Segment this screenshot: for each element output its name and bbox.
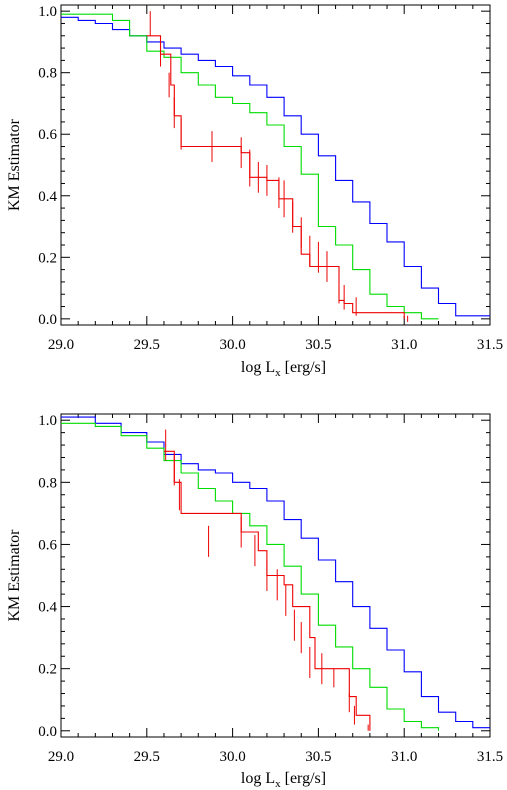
y-tick-label: 0.2 bbox=[38, 250, 57, 266]
y-tick-label: 0.6 bbox=[38, 537, 57, 553]
y-tick-label: 1.0 bbox=[38, 413, 57, 429]
y-tick-label: 0.4 bbox=[38, 600, 57, 616]
chart-panel-top: 29.0 29.5 30.0 30.5 31.0 31.5 0.0 0.2 0.4 0.6 0.8 1… bbox=[6, 4, 503, 379]
y-tick-label: 0.4 bbox=[38, 189, 57, 205]
y-tick-label: 0.8 bbox=[38, 66, 57, 82]
x-tick-label: 30.5 bbox=[305, 337, 331, 353]
x-tick-label: 30.0 bbox=[219, 749, 245, 765]
x-axis-title: log Lx [erg/s] bbox=[241, 770, 326, 790]
x-axis-title-main: log L bbox=[241, 770, 275, 787]
x-tick-label: 29.5 bbox=[134, 749, 160, 765]
y-tick-label: 0.2 bbox=[38, 662, 57, 678]
x-axis-title-main: log L bbox=[241, 359, 275, 376]
x-axis-title-subscript: x bbox=[275, 778, 281, 790]
chart-panel-bottom: 29.0 29.5 30.0 30.5 31.0 31.5 0.0 0.2 0.4 0.6 0.8 1… bbox=[6, 413, 503, 790]
x-tick-label: 31.5 bbox=[477, 749, 503, 765]
x-axis-title: log Lx [erg/s] bbox=[241, 359, 326, 379]
series-line-2 bbox=[146, 35, 405, 319]
x-axis-title-subscript: x bbox=[275, 367, 281, 379]
y-tick-label: 1.0 bbox=[38, 4, 57, 20]
plot-frame bbox=[60, 4, 491, 326]
y-tick-label: 0.0 bbox=[38, 724, 57, 740]
y-tick-label: 0.0 bbox=[38, 312, 57, 328]
x-tick-label: 31.0 bbox=[391, 749, 417, 765]
x-tick-label: 30.5 bbox=[305, 749, 331, 765]
y-tick-label: 0.6 bbox=[38, 127, 57, 143]
series-line-0 bbox=[61, 16, 490, 317]
x-tick-label: 29.5 bbox=[134, 337, 160, 353]
y-axis-title: KM Estimator bbox=[6, 118, 23, 211]
y-tick-label: 0.8 bbox=[38, 475, 57, 491]
x-tick-label: 31.5 bbox=[477, 337, 503, 353]
y-axis-title: KM Estimator bbox=[6, 529, 23, 622]
series-line-2 bbox=[164, 450, 371, 731]
plot-frame bbox=[60, 413, 491, 738]
series-line-1 bbox=[61, 13, 439, 320]
x-tick-label: 30.0 bbox=[219, 337, 245, 353]
x-tick-label: 29.0 bbox=[48, 337, 74, 353]
x-tick-label: 29.0 bbox=[48, 749, 74, 765]
x-tick-label: 31.0 bbox=[391, 337, 417, 353]
x-axis-title-unit: [erg/s] bbox=[285, 770, 326, 787]
series-line-1 bbox=[61, 422, 440, 731]
series-line-0 bbox=[61, 416, 490, 729]
x-axis-title-unit: [erg/s] bbox=[285, 359, 326, 376]
